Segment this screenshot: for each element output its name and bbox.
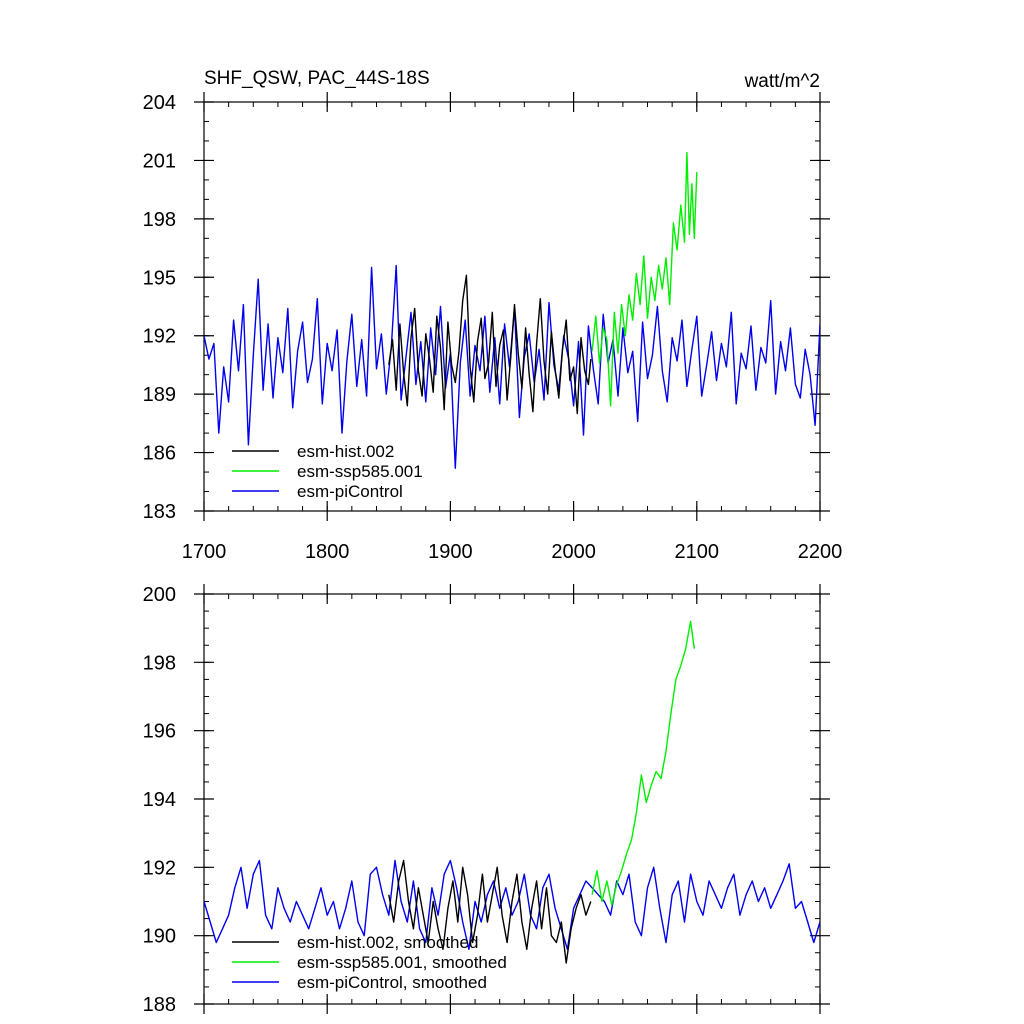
x-tick-label: 1800 [305,541,350,563]
series-line-1 [591,151,698,407]
y-tick-label: 200 [143,584,176,606]
y-tick-label: 189 [143,384,176,406]
legend-label: esm-ssp585.001, smoothed [297,953,507,972]
x-tick-label: 2200 [798,541,843,563]
y-tick-label: 204 [143,92,176,114]
legend-label: esm-ssp585.001 [297,462,423,481]
legend-label: esm-piControl [297,482,403,501]
units-label: watt/m^2 [744,71,820,92]
y-tick-label: 192 [143,326,176,348]
plot-frame [203,101,821,512]
legend-label: esm-hist.002, smoothed [297,933,478,952]
series-line-1 [591,620,695,906]
series-line-2 [204,859,820,950]
y-tick-label: 196 [143,721,176,743]
y-tick-label: 186 [143,443,176,465]
top-panel: SHF_QSW, PAC_44S-18S watt/m^2 183 186 189 1… [143,68,843,563]
y-tick-label: 201 [143,150,176,172]
y-tick-label: 194 [143,789,176,811]
x-tick-label: 1900 [428,541,473,563]
series-line-0 [388,859,592,964]
y-tick-label: 192 [143,857,176,879]
y-tick-label: 183 [143,501,176,523]
y-tick-label: 198 [143,652,176,674]
legend-label: esm-piControl, smoothed [297,973,487,992]
x-tick-label: 2000 [551,541,596,563]
series-line-0 [388,274,592,415]
bottom-panel: 188 190 192 194 196 198 200 esm-hist.002, smoot… [143,584,830,1016]
y-tick-label: 195 [143,267,176,289]
y-tick-label: 198 [143,209,176,231]
series-line-2 [204,264,820,469]
chart-title: SHF_QSW, PAC_44S-18S [204,68,430,89]
x-tick-label: 1700 [182,541,227,563]
y-tick-label: 190 [143,926,176,948]
legend-label: esm-hist.002 [297,442,394,461]
y-tick-label: 188 [143,994,176,1016]
x-tick-label: 2100 [675,541,720,563]
